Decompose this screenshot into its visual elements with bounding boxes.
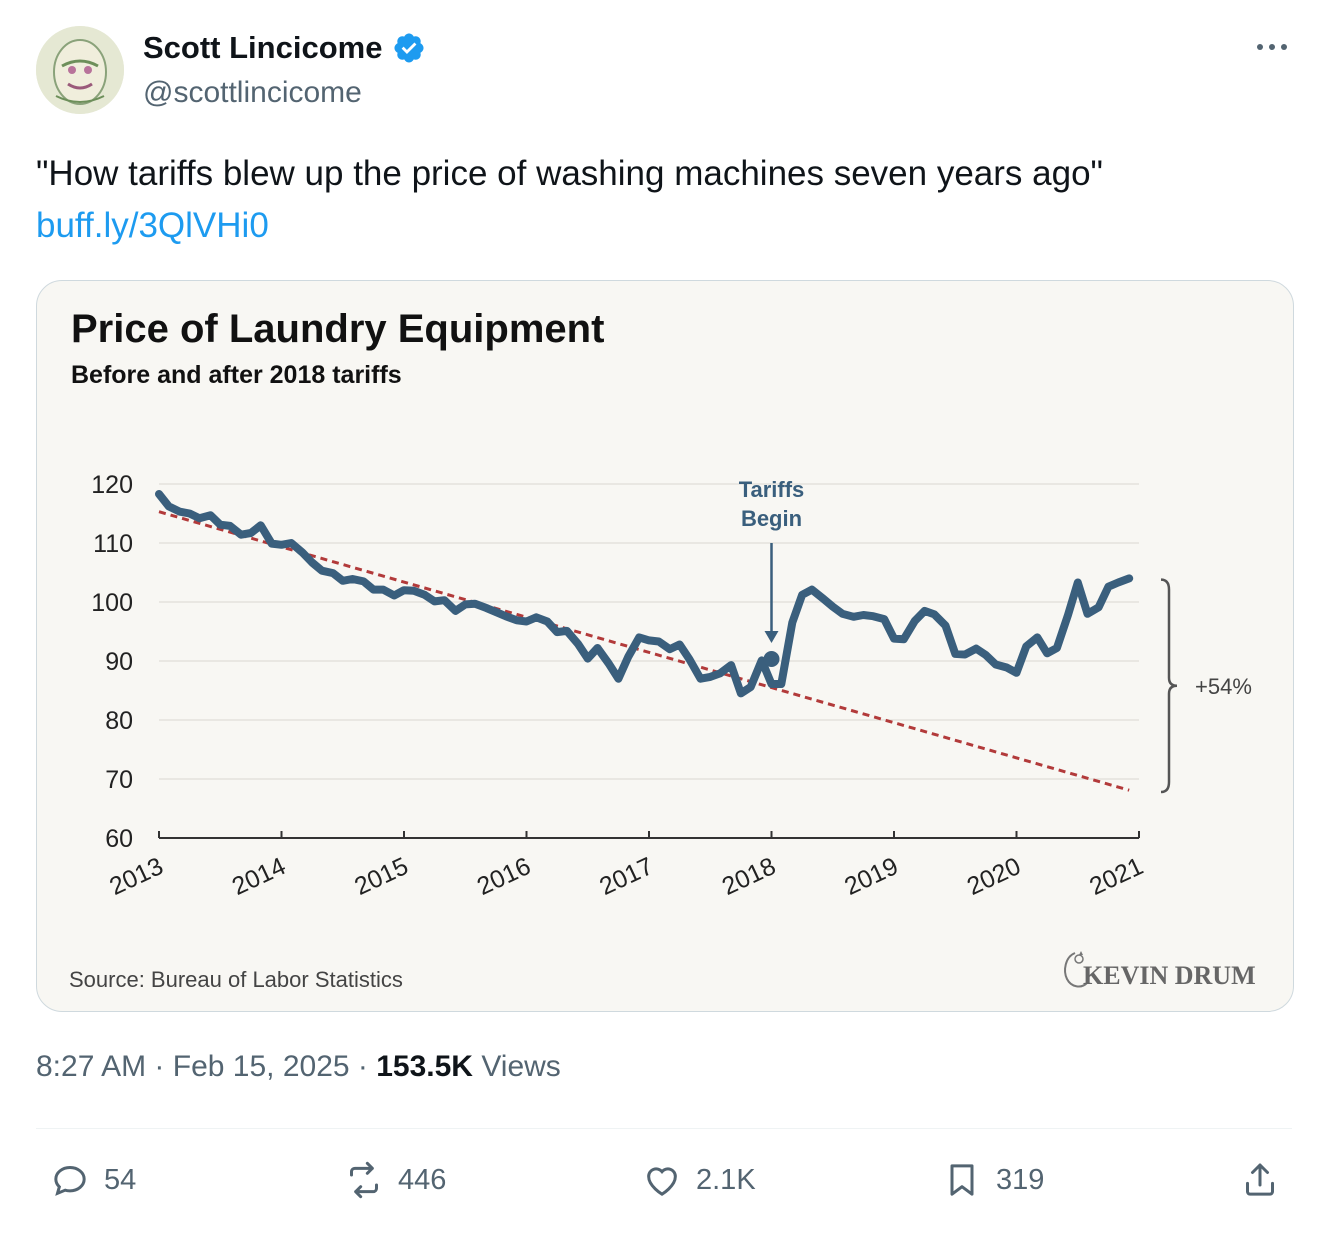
- x-tick-label: 2017: [595, 852, 657, 901]
- tweet-meta: 8:27 AM · Feb 15, 2025 · 153.5K Views: [36, 1050, 561, 1084]
- y-tick-label: 90: [105, 648, 133, 676]
- annotation-marker: [763, 651, 780, 667]
- views-count: 153.5K: [376, 1050, 473, 1083]
- chart-subtitle: Before and after 2018 tariffs: [71, 361, 402, 389]
- reply-icon: [54, 1165, 86, 1196]
- verified-badge-icon: [394, 33, 424, 63]
- x-tick-label: 2019: [840, 852, 902, 901]
- brace: [1160, 578, 1178, 794]
- divider: [36, 1128, 1292, 1129]
- trend-line: [158, 510, 1130, 792]
- annotation-begin: Begin: [741, 506, 802, 531]
- x-tick-label: 2013: [105, 852, 167, 901]
- author-name-row[interactable]: Scott Lincicome: [143, 30, 426, 66]
- y-tick-label: 80: [105, 707, 133, 735]
- author-handle[interactable]: @scottlincicome: [143, 76, 362, 109]
- price-series-line: [155, 490, 1134, 698]
- bookmark-button[interactable]: 319: [942, 1160, 1044, 1200]
- like-count: 2.1K: [696, 1163, 756, 1196]
- bookmark-count: 319: [996, 1163, 1045, 1196]
- tweet-date[interactable]: Feb 15, 2025: [172, 1050, 350, 1083]
- heart-icon: [647, 1167, 677, 1196]
- media-card[interactable]: Price of Laundry Equipment Before and af…: [36, 280, 1294, 1012]
- meta-separator: ·: [357, 1050, 377, 1083]
- chart-title: Price of Laundry Equipment: [71, 307, 605, 351]
- x-tick-label: 2021: [1085, 852, 1147, 901]
- reply-count: 54: [104, 1163, 137, 1196]
- bookmark-icon: [950, 1164, 974, 1196]
- brand-name: KEVIN DRUM: [1083, 961, 1256, 990]
- repost-button[interactable]: 446: [344, 1160, 446, 1200]
- x-tick-label: 2015: [350, 852, 412, 901]
- y-tick-label: 60: [105, 825, 133, 853]
- line-chart: 120 110 100 90 80 70 60 2013 2014 2015 2016 2017 20…: [91, 471, 1252, 901]
- reply-button[interactable]: 54: [50, 1160, 136, 1200]
- tweet-text: "How tariffs blew up the price of washin…: [36, 154, 1103, 193]
- meta-separator: ·: [154, 1050, 173, 1083]
- x-tick-label: 2014: [228, 852, 290, 901]
- tweet-link[interactable]: buff.ly/3QlVHi0: [36, 206, 269, 245]
- tweet-time[interactable]: 8:27 AM: [36, 1050, 147, 1083]
- author-name[interactable]: Scott Lincicome: [143, 30, 383, 65]
- annotation-percent: +54%: [1195, 674, 1252, 699]
- repost-count: 446: [398, 1163, 447, 1196]
- y-tick-label: 120: [91, 471, 133, 499]
- y-tick-label: 100: [91, 589, 133, 617]
- repost-icon: [350, 1161, 378, 1199]
- share-icon: [1246, 1163, 1274, 1196]
- x-tick-label: 2018: [718, 852, 780, 901]
- like-button[interactable]: 2.1K: [642, 1160, 756, 1200]
- views-label: Views: [481, 1050, 561, 1083]
- annotation-tariffs: Tariffs: [739, 477, 805, 502]
- more-options-icon[interactable]: [1252, 32, 1292, 62]
- share-button[interactable]: [1240, 1160, 1280, 1200]
- chart-source: Source: Bureau of Labor Statistics: [69, 967, 403, 992]
- x-tick-label: 2020: [963, 852, 1025, 901]
- y-tick-label: 110: [93, 530, 133, 558]
- annotation-arrow-head: [764, 631, 779, 643]
- cat-logo-icon: [1064, 951, 1088, 988]
- y-tick-label: 70: [105, 766, 133, 794]
- avatar[interactable]: [36, 26, 124, 114]
- x-tick-label: 2016: [473, 852, 535, 901]
